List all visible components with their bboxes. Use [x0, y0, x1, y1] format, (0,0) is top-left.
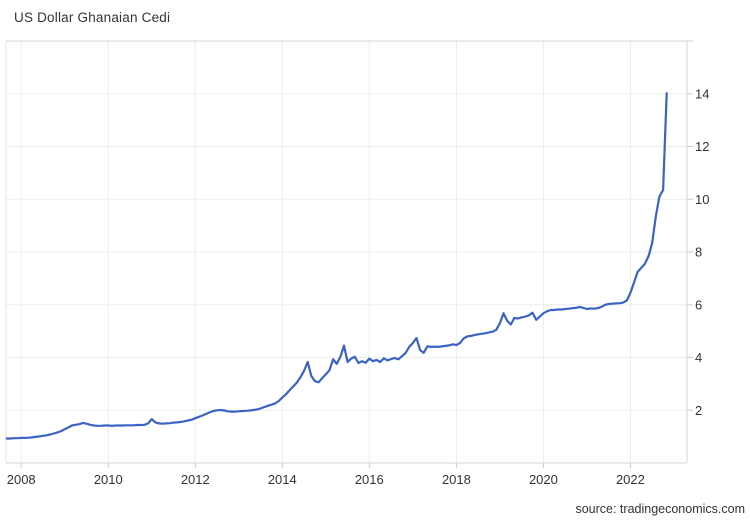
- y-axis-tick-label: 10: [695, 192, 709, 207]
- x-axis-tick-label: 2020: [529, 472, 558, 487]
- series-line-usdghs: [5, 92, 668, 440]
- chart-title: US Dollar Ghanaian Cedi: [14, 10, 171, 25]
- y-axis-tick-label: 2: [695, 403, 702, 418]
- y-axis-tick-label: 6: [695, 297, 702, 312]
- source-attribution: source: tradingeconomics.com: [575, 502, 745, 516]
- y-axis-tick-label: 4: [695, 350, 702, 365]
- y-axis-tick-label: 8: [695, 245, 702, 260]
- x-axis-tick-label: 2012: [181, 472, 210, 487]
- x-axis-tick-label: 2014: [268, 472, 297, 487]
- x-axis-tick-label: 2008: [7, 472, 36, 487]
- x-axis-tick-label: 2010: [94, 472, 123, 487]
- y-axis-tick-label: 14: [695, 86, 709, 101]
- y-axis-tick-label: 12: [695, 139, 709, 154]
- x-axis-tick-label: 2022: [616, 472, 645, 487]
- x-axis-tick-label: 2016: [355, 472, 384, 487]
- x-axis-tick-label: 2018: [442, 472, 471, 487]
